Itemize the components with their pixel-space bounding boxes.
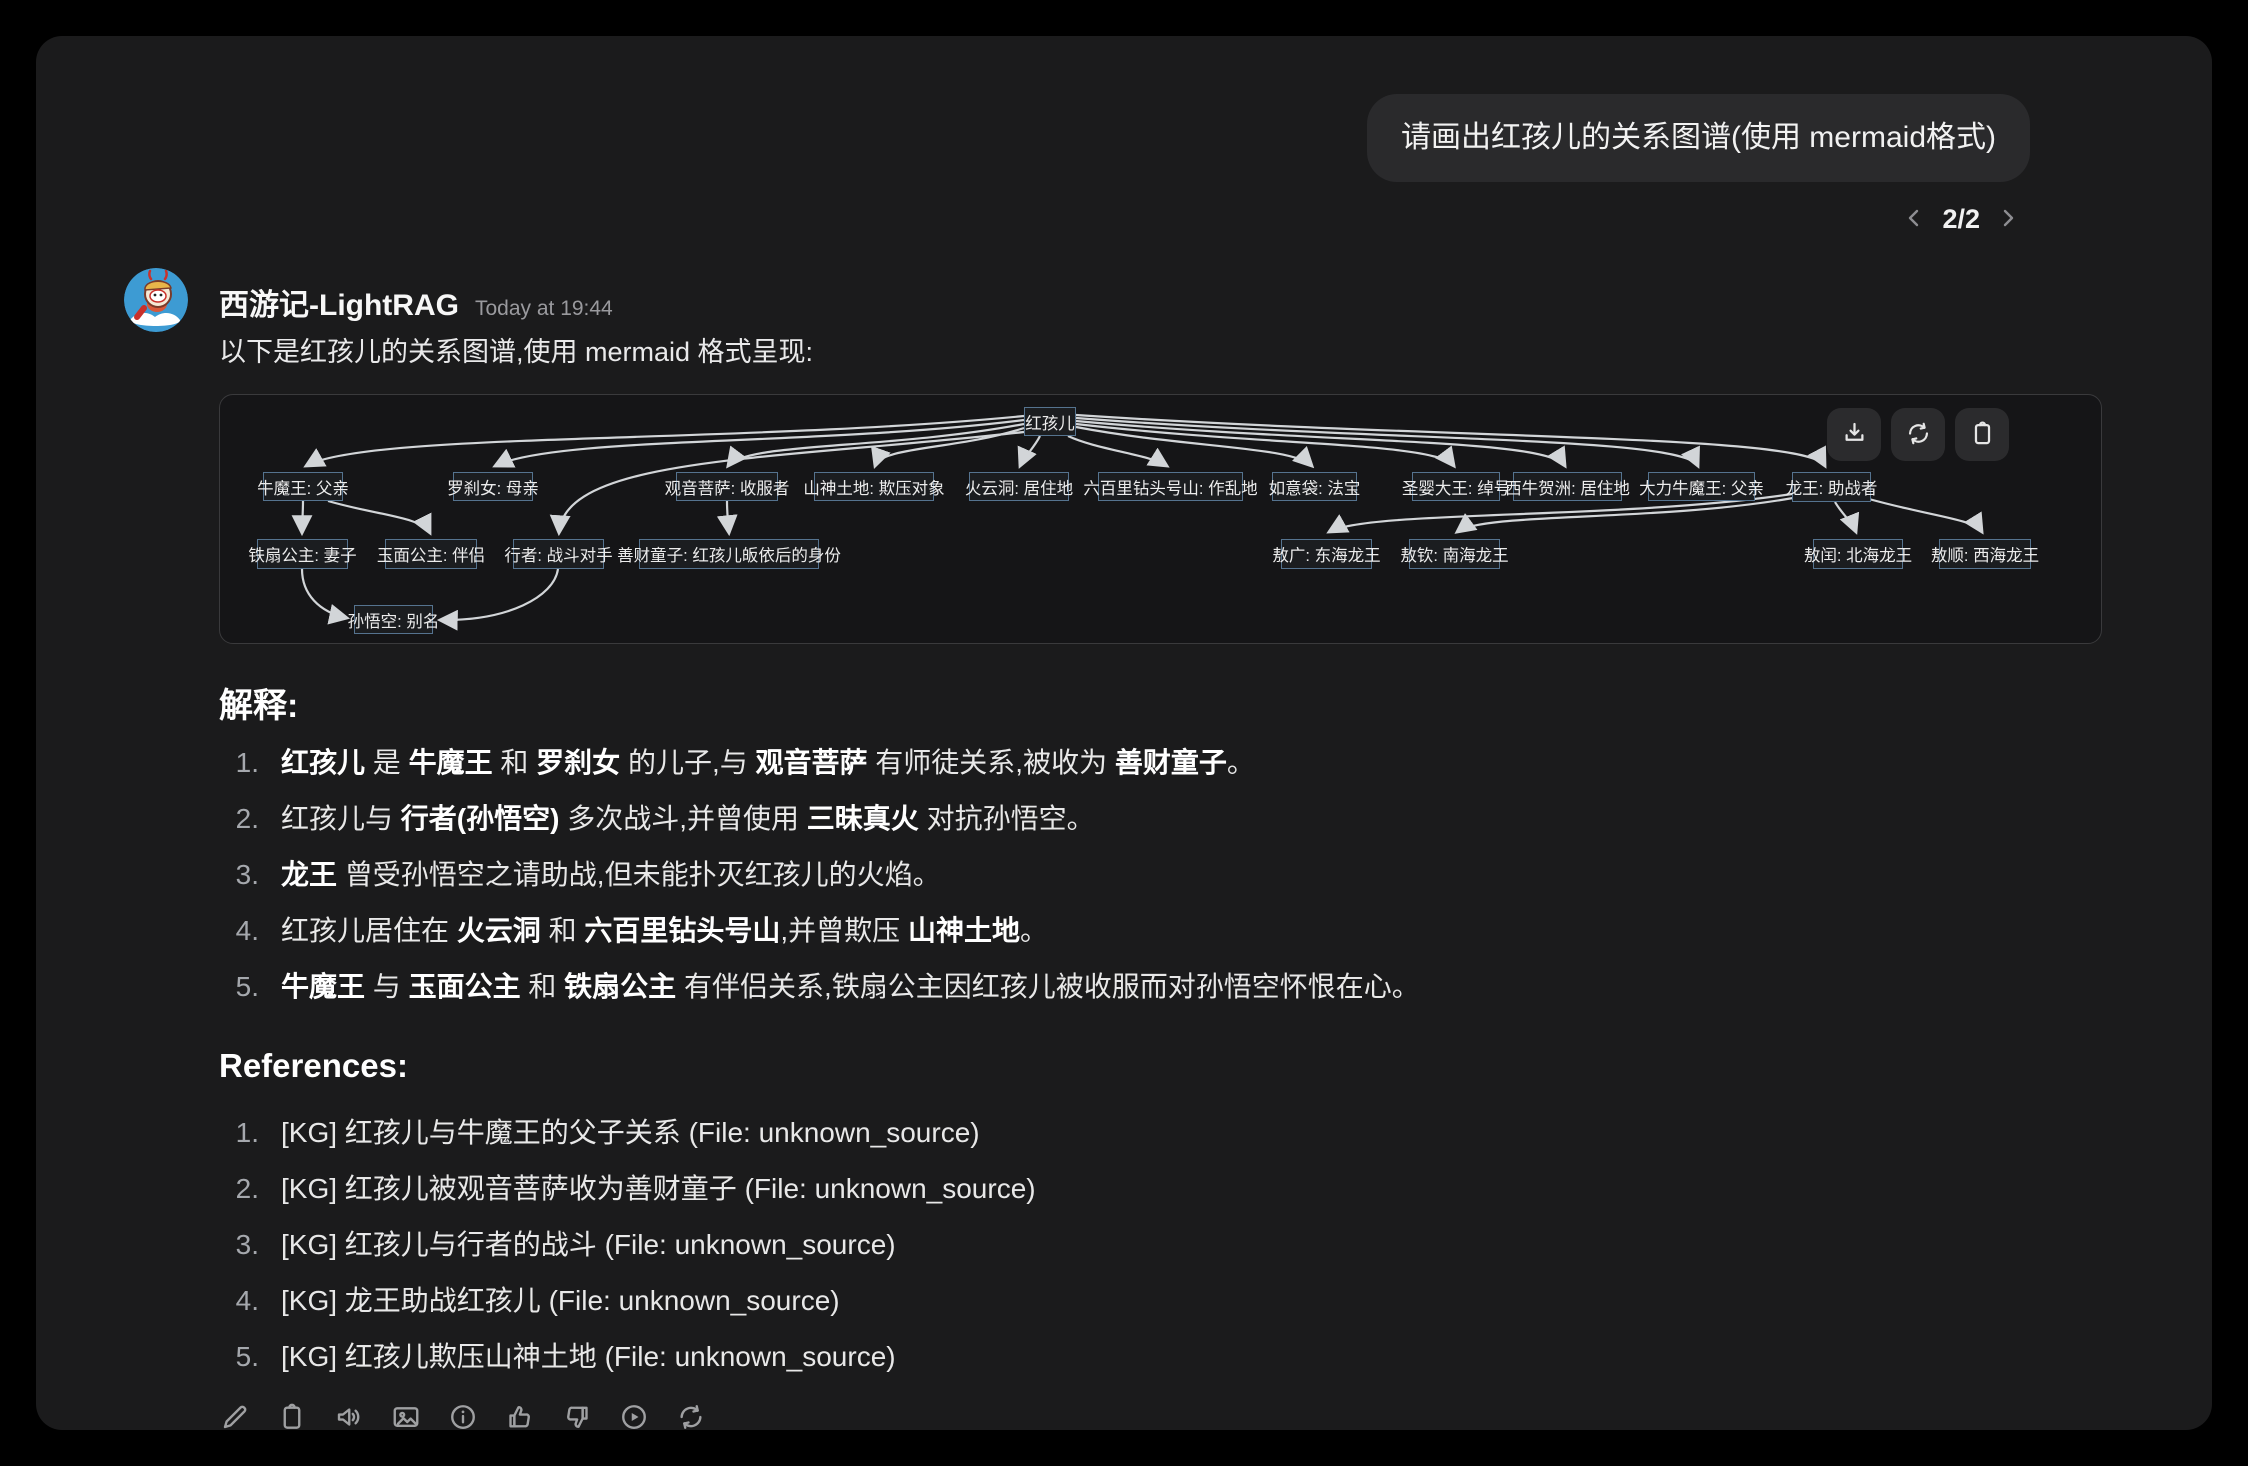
diagram-node-gyps: 观音菩萨: 收服者 [665, 472, 789, 501]
explanation-item: 牛魔王 与 玉面公主 和 铁扇公主 有伴侣关系,铁扇公主因红孩儿被收服而对孙悟空… [281, 971, 1420, 1002]
user-message-bubble: 请画出红孩儿的关系图谱(使用 mermaid格式) [1366, 94, 2030, 182]
chevron-left-icon [1902, 206, 1926, 233]
explanation-item: 红孩儿居住在 火云洞 和 六百里钻头号山,并曾欺压 山神土地。 [281, 915, 1048, 946]
chevron-right-icon [1996, 206, 2020, 233]
explanation-list: 红孩儿 是 牛魔王 和 罗刹女 的儿子,与 观音菩萨 有师徒关系,被收为 善财童… [219, 748, 1420, 1028]
diagram-node-arun: 敖闰: 北海龙王 [1804, 539, 1912, 569]
download-icon [1841, 420, 1868, 450]
diagram-node-ashun: 敖顺: 西海龙王 [1931, 539, 2039, 569]
assistant-name: 西游记-LightRAG [219, 289, 459, 322]
like-button[interactable] [504, 1398, 535, 1438]
page-indicator: 2/2 [1942, 203, 1980, 234]
download-diagram-button[interactable] [1827, 408, 1881, 461]
message-toolbar [219, 1398, 706, 1438]
diagram-node-xz: 行者: 战斗对手 [504, 539, 613, 569]
references-list: [KG] 红孩儿与牛魔王的父子关系 (File: unknown_source)… [219, 1118, 1036, 1398]
diagram-node-dlnmw: 大力牛魔王: 父亲 [1639, 472, 1764, 501]
diagram-action-toolbar [1827, 408, 2009, 461]
reference-item: [KG] 红孩儿被观音菩萨收为善财童子 (File: unknown_sourc… [281, 1173, 1036, 1204]
refresh-icon [676, 1402, 706, 1435]
user-message-text: 请画出红孩儿的关系图谱(使用 mermaid格式) [1400, 121, 1996, 154]
diagram-node-xnhz: 西牛贺洲: 居住地 [1505, 472, 1630, 501]
edit-icon [220, 1402, 250, 1435]
assistant-intro-text: 以下是红孩儿的关系图谱,使用 mermaid 格式呈现: [219, 337, 814, 367]
play-circle-icon [619, 1402, 649, 1435]
diagram-node-lcn: 罗刹女: 母亲 [447, 472, 539, 501]
explanation-item: 龙王 曾受孙悟空之请助战,但未能扑灭红孩儿的火焰。 [281, 859, 941, 890]
diagram-node-nmw: 牛魔王: 父亲 [257, 472, 349, 501]
diagram-node-sstd: 山神土地: 欺压对象 [803, 472, 945, 501]
assistant-avatar [124, 268, 188, 332]
diagram-node-ymgz: 玉面公主: 伴侣 [377, 539, 485, 569]
rerender-diagram-button[interactable] [1891, 408, 1945, 461]
reference-item: [KG] 红孩儿与牛魔王的父子关系 (File: unknown_source) [281, 1117, 980, 1148]
diagram-node-aguang: 敖广: 东海龙王 [1272, 539, 1381, 569]
reference-item: [KG] 红孩儿欺压山神土地 (File: unknown_source) [281, 1341, 896, 1372]
monkey-king-avatar-icon [124, 268, 188, 332]
diagram-node-swk: 孙悟空: 别名 [348, 605, 439, 634]
diagram-node-lbl: 六百里钻头号山: 作乱地 [1083, 472, 1258, 501]
speaker-icon [334, 1402, 364, 1435]
thumbs-up-icon [505, 1402, 535, 1435]
info-icon [448, 1402, 478, 1435]
reference-item: [KG] 红孩儿与行者的战斗 (File: unknown_source) [281, 1229, 896, 1260]
references-heading: References: [219, 1047, 408, 1084]
diagram-node-ryd: 如意袋: 法宝 [1269, 472, 1360, 501]
diagram-node-tsgz: 铁扇公主: 妻子 [248, 539, 357, 569]
explanation-item: 红孩儿与 行者(孙悟空) 多次战斗,并曾使用 三昧真火 对抗孙悟空。 [281, 803, 1095, 834]
clipboard-icon [277, 1402, 307, 1435]
diagram-node-sydw: 圣婴大王: 绰号 [1402, 472, 1510, 501]
reference-item: [KG] 龙王助战红孩儿 (File: unknown_source) [281, 1285, 840, 1316]
diagram-node-hhe: 红孩儿 [1024, 407, 1076, 436]
message-pagination: 2/2 [1902, 202, 2020, 236]
refresh-icon [1905, 420, 1932, 450]
diagram-node-scdz: 善财童子: 红孩儿皈依后的身份 [617, 539, 841, 569]
diagram-node-hyd: 火云洞: 居住地 [965, 472, 1073, 501]
chat-window: 请画出红孩儿的关系图谱(使用 mermaid格式) 2/2 [36, 36, 2212, 1430]
diagram-node-aqin: 敖钦: 南海龙王 [1400, 539, 1509, 569]
explanation-heading: 解释: [219, 687, 299, 725]
copy-message-button[interactable] [276, 1398, 307, 1438]
explanation-item: 红孩儿 是 牛魔王 和 罗刹女 的儿子,与 观音菩萨 有师徒关系,被收为 善财童… [281, 747, 1255, 778]
clipboard-icon [1969, 420, 1996, 450]
image-icon [391, 1402, 421, 1435]
message-timestamp: Today at 19:44 [474, 297, 613, 320]
regenerate-button[interactable] [675, 1398, 706, 1438]
diagram-node-lw: 龙王: 助战者 [1786, 472, 1877, 502]
run-button[interactable] [618, 1398, 649, 1438]
next-variant-button[interactable] [1996, 206, 2020, 233]
mermaid-diagram-panel [219, 394, 2102, 644]
edit-message-button[interactable] [219, 1398, 250, 1438]
read-aloud-button[interactable] [333, 1398, 364, 1438]
assistant-message-header: 西游记-LightRAG Today at 19:44 [219, 280, 613, 324]
previous-variant-button[interactable] [1902, 206, 1926, 233]
copy-diagram-button[interactable] [1955, 408, 2009, 461]
dislike-button[interactable] [561, 1398, 592, 1438]
export-image-button[interactable] [390, 1398, 421, 1438]
message-info-button[interactable] [447, 1398, 478, 1438]
thumbs-down-icon [562, 1402, 592, 1435]
